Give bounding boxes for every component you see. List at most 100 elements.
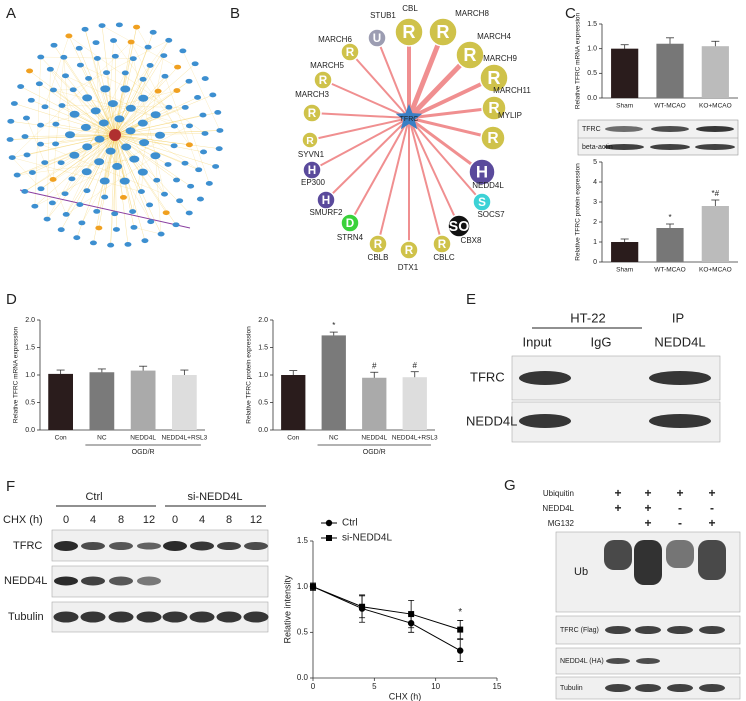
network-node bbox=[472, 192, 492, 212]
network-node bbox=[205, 181, 213, 186]
point bbox=[457, 647, 464, 654]
network-edge bbox=[46, 134, 116, 220]
blot-band bbox=[163, 541, 187, 551]
network-edge bbox=[104, 40, 114, 182]
point bbox=[310, 583, 316, 590]
treatment-sign: + bbox=[644, 486, 651, 500]
network-edge bbox=[40, 90, 177, 126]
network-node bbox=[37, 141, 45, 147]
y-tick-label: 1.0 bbox=[258, 372, 268, 379]
node-label: SYVN1 bbox=[298, 150, 325, 159]
y-axis-label: Relative TFRC mRNA expression bbox=[13, 326, 20, 423]
network-node bbox=[121, 143, 132, 151]
network-node bbox=[428, 17, 458, 47]
network-node bbox=[340, 213, 360, 233]
network-node bbox=[90, 107, 101, 115]
network-node bbox=[179, 48, 187, 54]
x-tick-label: NC bbox=[97, 435, 107, 442]
x-tick-label: Sham bbox=[616, 103, 633, 110]
y-tick-label: 0.5 bbox=[297, 627, 309, 636]
network-edge bbox=[12, 41, 132, 158]
network-edge bbox=[46, 69, 51, 220]
network-node bbox=[124, 242, 132, 247]
network-node bbox=[125, 104, 136, 112]
y-tick-label: 1.0 bbox=[587, 46, 597, 53]
y-tick-label: 0.5 bbox=[258, 399, 268, 406]
network-node bbox=[120, 85, 131, 93]
network-node bbox=[481, 95, 507, 121]
network-node bbox=[69, 87, 77, 93]
network-node bbox=[52, 121, 60, 127]
network-edge bbox=[64, 134, 116, 194]
network-edge bbox=[132, 55, 164, 212]
network-edge bbox=[349, 117, 410, 224]
blot-band bbox=[699, 684, 725, 692]
network-node bbox=[110, 38, 118, 43]
node-badge: R bbox=[405, 244, 414, 257]
network-node bbox=[75, 45, 83, 51]
network-node bbox=[144, 44, 152, 50]
series-line bbox=[312, 586, 461, 631]
network-edge bbox=[114, 91, 159, 136]
network-node bbox=[153, 177, 161, 183]
bar bbox=[321, 335, 346, 430]
network-node bbox=[48, 200, 56, 206]
network-node bbox=[69, 110, 80, 118]
blot-band bbox=[635, 684, 661, 692]
ub-smear bbox=[666, 540, 694, 568]
network-node bbox=[62, 212, 70, 217]
blot-band bbox=[81, 576, 105, 586]
network-node bbox=[89, 240, 97, 246]
network-node bbox=[114, 115, 125, 123]
node-label: MARCH6 bbox=[318, 35, 352, 44]
network-edge bbox=[26, 117, 45, 163]
network-edge bbox=[61, 105, 116, 136]
x-tick-label: NEDD4L bbox=[130, 435, 156, 442]
network-node bbox=[101, 194, 109, 200]
legend-label: Ctrl bbox=[342, 518, 358, 529]
network-node bbox=[172, 222, 180, 228]
network-edge bbox=[53, 89, 190, 126]
bar bbox=[611, 48, 639, 98]
network-edge bbox=[17, 158, 135, 176]
network-edge bbox=[119, 65, 151, 119]
x-tick-label: NEDD4L+RSL3 bbox=[162, 435, 208, 442]
network-node bbox=[119, 194, 127, 200]
network-edge bbox=[164, 76, 199, 170]
y-tick-label: 0.0 bbox=[258, 427, 268, 434]
x-tick-label: KO+MCAO bbox=[699, 267, 732, 274]
network-node bbox=[23, 152, 31, 158]
network-node bbox=[111, 53, 119, 59]
x-tick-label: KO+MCAO bbox=[699, 103, 732, 110]
network-edge bbox=[408, 117, 443, 245]
network-node bbox=[200, 149, 208, 155]
network-node bbox=[65, 131, 76, 139]
network-node bbox=[154, 131, 165, 139]
time-point: 12 bbox=[143, 514, 155, 526]
network-node bbox=[76, 202, 84, 207]
network-edge bbox=[34, 57, 41, 207]
network-edge bbox=[408, 106, 495, 120]
network-edge bbox=[73, 89, 151, 222]
network-node bbox=[58, 103, 66, 108]
group-label: si-NEDD4L bbox=[187, 491, 242, 503]
treatment-sign: + bbox=[708, 486, 715, 500]
point bbox=[457, 626, 464, 633]
network-node bbox=[468, 158, 496, 186]
network-node bbox=[139, 139, 150, 147]
bar bbox=[611, 242, 639, 262]
network-edge bbox=[79, 48, 116, 136]
network-node bbox=[31, 203, 39, 209]
lane-label: IgG bbox=[591, 334, 612, 349]
network-node bbox=[316, 190, 336, 210]
network-node bbox=[57, 227, 65, 233]
network-node bbox=[112, 227, 120, 232]
blot-band bbox=[189, 611, 215, 623]
network-node bbox=[181, 104, 189, 110]
network-node bbox=[65, 33, 73, 39]
network-node bbox=[199, 112, 207, 118]
x-tick-label: Sham bbox=[616, 267, 633, 274]
cell-line: HT-22 bbox=[570, 310, 605, 325]
network-edge bbox=[40, 56, 134, 59]
network-edge bbox=[12, 157, 42, 189]
